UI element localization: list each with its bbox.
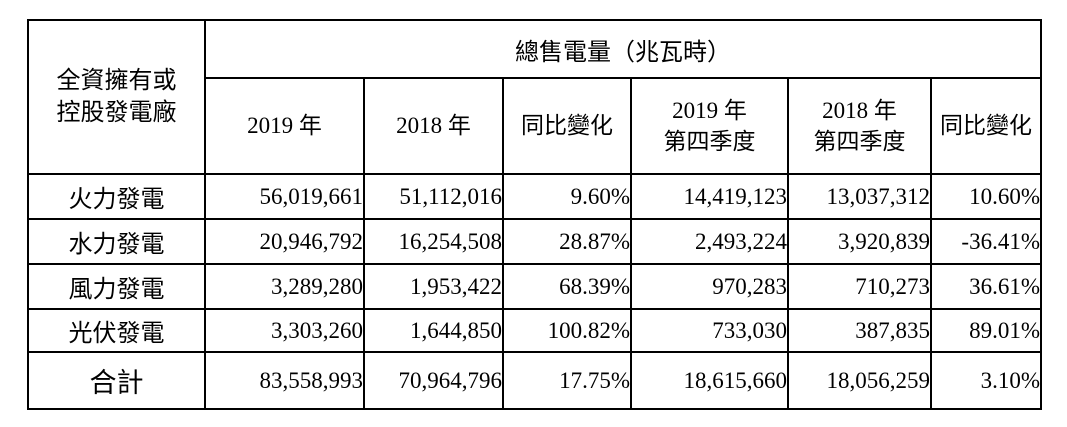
cell-2019-q4: 733,030 [630, 308, 789, 353]
cell-2018-q4: 13,037,312 [787, 173, 932, 220]
table-span-header: 總售電量（兆瓦時） [204, 19, 1042, 79]
table-row-solar: 光伏發電 3,303,260 1,644,850 100.82% 733,030… [27, 308, 1042, 353]
cell-q4-yoy: -36.41% [930, 218, 1042, 265]
cell-2018-q4: 3,920,839 [787, 218, 932, 265]
cell-q4-yoy: 36.61% [930, 263, 1042, 310]
cell-2018-q4: 387,835 [787, 308, 932, 353]
table-row-hydro: 水力發電 20,946,792 16,254,508 28.87% 2,493,… [27, 218, 1042, 265]
corner-header-plant-type: 全資擁有或 控股發電廠 [27, 19, 206, 175]
cell-q4-yoy: 10.60% [930, 173, 1042, 220]
row-label: 火力發電 [27, 173, 206, 220]
cell-2019-q4: 18,615,660 [630, 351, 789, 410]
cell-yoy: 17.75% [502, 351, 632, 410]
table-row-total: 合計 83,558,993 70,964,796 17.75% 18,615,6… [27, 351, 1042, 410]
cell-2019-q4: 2,493,224 [630, 218, 789, 265]
header-row-title: 全資擁有或 控股發電廠 總售電量（兆瓦時） [27, 19, 1042, 175]
col-header-2019-q4: 2019 年 第四季度 [630, 77, 789, 175]
col-header-yoy-change: 同比變化 [502, 77, 632, 175]
row-label: 風力發電 [27, 263, 206, 310]
cell-2018: 16,254,508 [363, 218, 504, 265]
cell-2019: 3,303,260 [204, 308, 365, 353]
cell-yoy: 100.82% [502, 308, 632, 353]
cell-2019: 83,558,993 [204, 351, 365, 410]
cell-2018: 1,953,422 [363, 263, 504, 310]
cell-2019: 3,289,280 [204, 263, 365, 310]
col-header-q4-yoy-change: 同比變化 [930, 77, 1042, 175]
cell-2018-q4: 18,056,259 [787, 351, 932, 410]
corner-header-line2: 控股發電廠 [56, 100, 177, 126]
cell-yoy: 9.60% [502, 173, 632, 220]
cell-2018: 1,644,850 [363, 308, 504, 353]
electricity-sales-table: 全資擁有或 控股發電廠 總售電量（兆瓦時） 2019 年 2018 年 同比變化… [27, 19, 1042, 410]
col-header-2018: 2018 年 [363, 77, 504, 175]
cell-2018: 51,112,016 [363, 173, 504, 220]
cell-q4-yoy: 89.01% [930, 308, 1042, 353]
row-label: 合計 [27, 351, 206, 410]
header-row-columns: 2019 年 2018 年 同比變化 2019 年 第四季度 2018 年 第四… [28, 77, 1042, 175]
cell-2018: 70,964,796 [363, 351, 504, 410]
corner-header-line1: 全資擁有或 [56, 67, 177, 94]
col-header-2019: 2019 年 [204, 77, 365, 175]
table-row-wind: 風力發電 3,289,280 1,953,422 68.39% 970,283 … [27, 263, 1042, 310]
cell-q4-yoy: 3.10% [930, 351, 1042, 410]
cell-yoy: 28.87% [502, 218, 632, 265]
row-label: 光伏發電 [27, 308, 206, 353]
cell-2018-q4: 710,273 [787, 263, 932, 310]
cell-2019-q4: 970,283 [630, 263, 789, 310]
table-row-thermal: 火力發電 56,019,661 51,112,016 9.60% 14,419,… [27, 173, 1042, 220]
cell-yoy: 68.39% [502, 263, 632, 310]
row-label: 水力發電 [27, 218, 206, 265]
cell-2019: 20,946,792 [204, 218, 365, 265]
cell-2019-q4: 14,419,123 [630, 173, 789, 220]
cell-2019: 56,019,661 [204, 173, 365, 220]
col-header-2018-q4: 2018 年 第四季度 [787, 77, 932, 175]
